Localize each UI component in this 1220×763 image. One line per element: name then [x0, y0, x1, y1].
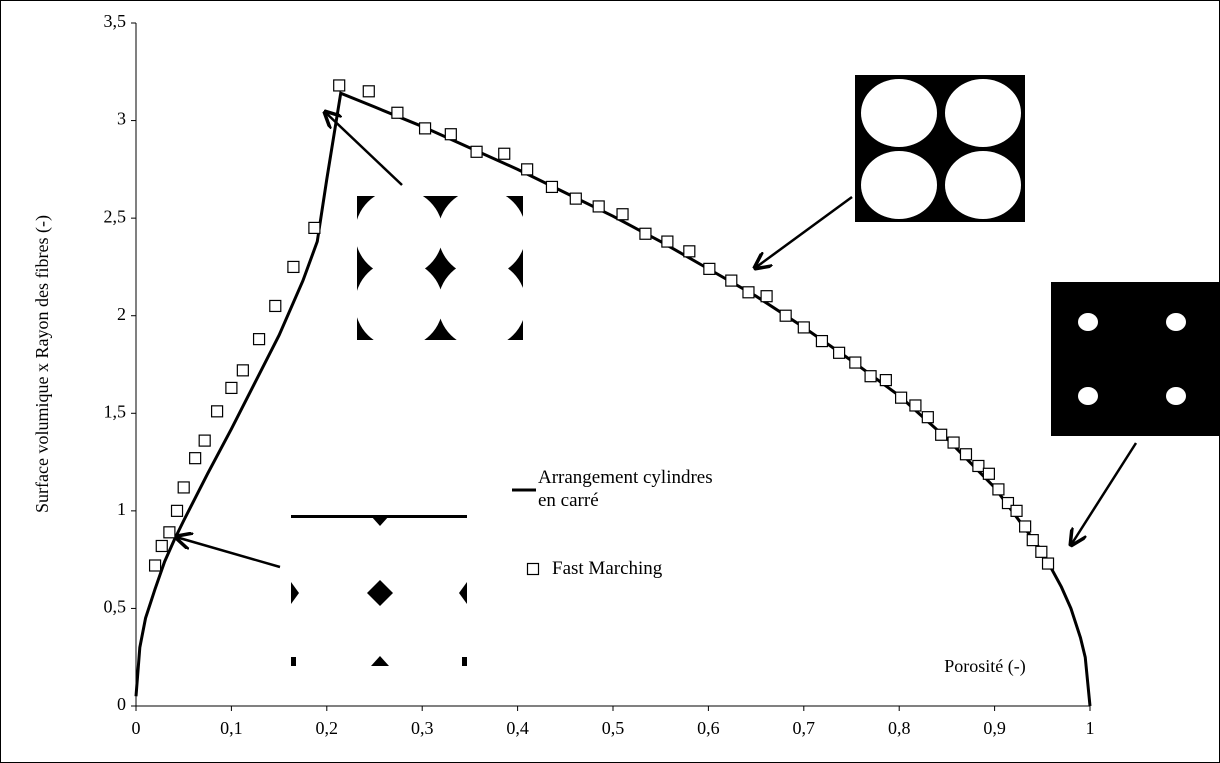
data-marker	[639, 227, 652, 240]
data-marker	[308, 221, 321, 234]
y-tick-label: 1,5	[104, 401, 127, 421]
x-tick-label: 0,4	[506, 718, 529, 738]
data-marker	[148, 559, 162, 572]
x-tick-label: 0,7	[793, 718, 816, 738]
arrow	[1071, 442, 1138, 545]
y-tick-label: 1	[117, 499, 126, 519]
data-marker	[155, 539, 168, 553]
data-marker	[287, 260, 300, 274]
data-marker	[849, 356, 862, 369]
inset-image	[1051, 282, 1220, 436]
data-marker	[198, 434, 211, 447]
arrow	[176, 537, 281, 569]
data-marker	[444, 128, 457, 141]
y-tick-label: 2,5	[104, 206, 127, 226]
data-marker	[832, 346, 846, 359]
data-marker	[1019, 520, 1032, 533]
data-marker	[170, 504, 184, 517]
data-marker	[210, 405, 224, 418]
data-marker	[935, 428, 948, 441]
y-tick-label: 0,5	[104, 597, 127, 617]
data-marker	[879, 374, 892, 387]
data-marker	[703, 262, 716, 275]
legend-entry: Arrangement cylindres en carré	[538, 467, 713, 511]
data-marker	[1041, 557, 1055, 570]
x-annotation: Porosité (-)	[944, 656, 1025, 677]
arrow	[325, 112, 403, 186]
data-marker	[498, 147, 511, 160]
data-marker	[683, 245, 696, 258]
x-tick-label: 0,2	[316, 718, 339, 738]
data-marker	[1001, 496, 1015, 510]
y-tick-label: 2	[117, 304, 126, 324]
data-marker	[1035, 545, 1048, 558]
data-marker	[992, 483, 1005, 496]
data-marker	[470, 145, 483, 158]
data-marker	[725, 274, 738, 287]
y-tick-label: 0	[117, 694, 126, 714]
data-marker	[921, 411, 934, 424]
data-marker	[521, 163, 534, 176]
data-marker	[959, 448, 973, 461]
data-marker	[177, 481, 190, 494]
data-marker	[362, 85, 375, 98]
x-tick-label: 0,3	[411, 718, 434, 738]
data-marker	[616, 208, 629, 221]
data-marker	[760, 290, 773, 303]
data-marker	[592, 200, 605, 213]
x-tick-label: 0,5	[602, 718, 625, 738]
data-marker	[269, 299, 282, 313]
data-marker	[972, 459, 985, 473]
y-tick-label: 3,5	[104, 11, 127, 31]
data-marker	[864, 370, 877, 383]
data-marker	[225, 381, 238, 395]
legend-swatch	[526, 562, 540, 576]
legend-label: Arrangement cylindres en carré	[538, 467, 713, 511]
data-marker	[1010, 504, 1023, 517]
y-tick-label: 3	[117, 109, 126, 129]
data-marker	[909, 399, 922, 412]
data-marker	[947, 436, 960, 449]
arrow	[755, 195, 853, 268]
x-tick-label: 0,8	[888, 718, 911, 738]
y-axis-label: Surface volumique x Rayon des fibres (-)	[32, 215, 53, 513]
data-marker	[797, 321, 810, 334]
legend-entry: Fast Marching	[552, 558, 663, 579]
data-marker	[333, 79, 346, 92]
inset-image	[291, 515, 467, 666]
data-marker	[545, 180, 559, 194]
data-marker	[163, 526, 176, 539]
data-marker	[779, 309, 792, 322]
x-tick-label: 0	[132, 718, 141, 738]
data-marker	[236, 364, 249, 377]
x-tick-label: 1	[1086, 718, 1095, 738]
data-marker	[895, 391, 908, 404]
data-marker	[982, 467, 995, 480]
data-marker	[569, 192, 582, 205]
data-marker	[742, 286, 755, 299]
x-tick-label: 0,1	[220, 718, 243, 738]
legend-label: Fast Marching	[552, 558, 663, 579]
data-marker	[1026, 534, 1039, 547]
data-marker	[189, 452, 202, 465]
data-marker	[661, 235, 674, 248]
inset-image	[357, 196, 523, 340]
data-marker	[815, 334, 829, 348]
data-marker	[252, 333, 266, 346]
x-tick-label: 0,9	[983, 718, 1006, 738]
inset-image	[855, 75, 1025, 222]
data-marker	[391, 106, 404, 119]
x-tick-label: 0,6	[697, 718, 720, 738]
data-marker	[418, 122, 432, 135]
